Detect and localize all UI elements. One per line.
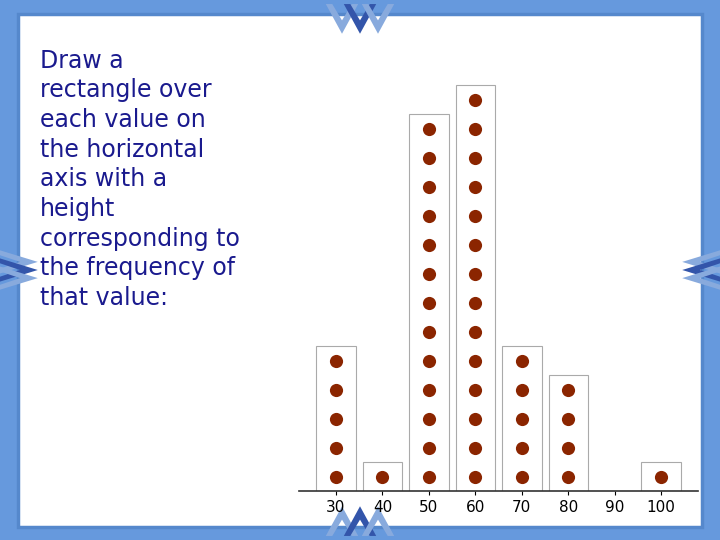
Point [469,240,481,249]
Point [469,211,481,220]
Point [423,299,435,307]
Point [423,472,435,481]
Point [469,183,481,191]
Point [469,153,481,162]
Point [562,386,574,394]
Point [423,415,435,423]
Bar [409,114,449,491]
Point [469,443,481,452]
Point [330,356,342,365]
Point [423,211,435,220]
Polygon shape [362,507,395,536]
Polygon shape [683,266,720,291]
Point [330,443,342,452]
Polygon shape [362,4,395,33]
Point [469,415,481,423]
FancyBboxPatch shape [18,14,702,526]
Bar [316,346,356,491]
Point [655,472,667,481]
Polygon shape [325,507,359,536]
Polygon shape [325,4,359,33]
Point [330,415,342,423]
Point [469,386,481,394]
Polygon shape [0,266,38,291]
Point [562,415,574,423]
Point [516,356,528,365]
Point [423,153,435,162]
Bar [502,346,541,491]
Polygon shape [0,258,38,282]
Point [469,327,481,336]
Point [469,95,481,104]
Point [423,356,435,365]
Point [423,124,435,133]
Polygon shape [344,507,376,536]
Point [377,472,388,481]
Point [516,415,528,423]
Point [469,124,481,133]
Polygon shape [683,258,720,282]
Point [330,472,342,481]
Bar [363,462,402,491]
Point [516,472,528,481]
Bar [456,85,495,491]
Polygon shape [0,249,38,274]
Point [469,472,481,481]
Point [330,386,342,394]
Point [423,269,435,278]
Bar [642,462,681,491]
Point [516,386,528,394]
Point [423,443,435,452]
Bar [549,375,588,491]
Point [423,386,435,394]
Point [469,269,481,278]
Point [469,299,481,307]
Text: Draw a
rectangle over
each value on
the horizontal
axis with a
height
correspond: Draw a rectangle over each value on the … [40,49,240,310]
Point [423,240,435,249]
Point [423,183,435,191]
Point [423,327,435,336]
Polygon shape [683,249,720,274]
Point [469,356,481,365]
Point [562,472,574,481]
Point [516,443,528,452]
Point [562,443,574,452]
Polygon shape [344,4,376,33]
